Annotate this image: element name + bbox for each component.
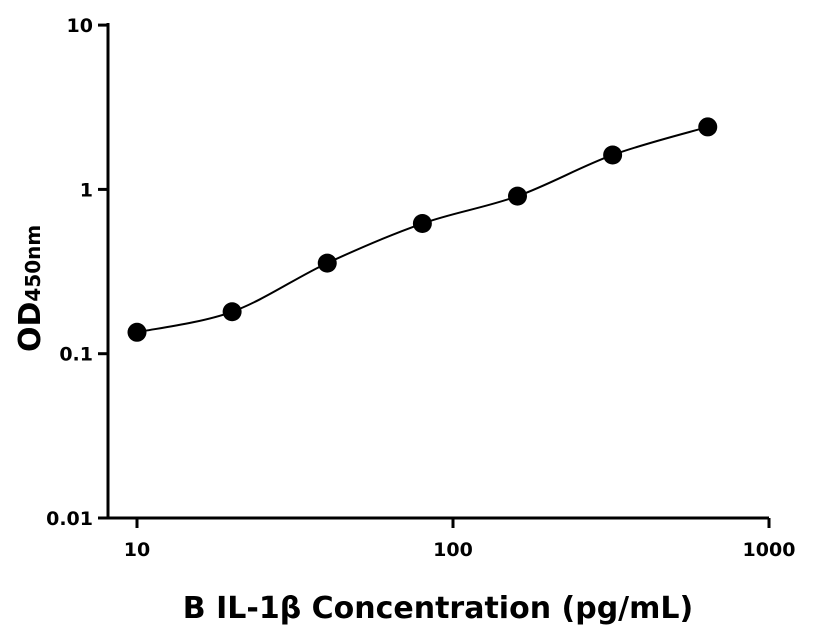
data-point bbox=[317, 253, 337, 273]
y-axis-title: OD450nm bbox=[13, 225, 48, 352]
y-axis-title-main: OD bbox=[13, 302, 48, 352]
y-tick-label: 1 bbox=[80, 179, 93, 201]
x-tick-label: 1000 bbox=[743, 539, 796, 561]
data-point bbox=[698, 117, 718, 137]
y-tick-label: 0.1 bbox=[59, 344, 93, 366]
y-tick-label: 10 bbox=[67, 15, 93, 37]
x-tick-label: 10 bbox=[124, 539, 150, 561]
x-axis-title: B IL-1β Concentration (pg/mL) bbox=[183, 591, 693, 626]
data-point bbox=[222, 302, 242, 322]
data-point bbox=[412, 214, 432, 234]
x-tick-label: 100 bbox=[433, 539, 473, 561]
data-point bbox=[508, 186, 528, 206]
data-point bbox=[603, 145, 623, 165]
data-point bbox=[127, 322, 147, 342]
y-axis-title-subscript: 450nm bbox=[21, 225, 45, 302]
y-tick-label: 0.01 bbox=[46, 508, 93, 530]
